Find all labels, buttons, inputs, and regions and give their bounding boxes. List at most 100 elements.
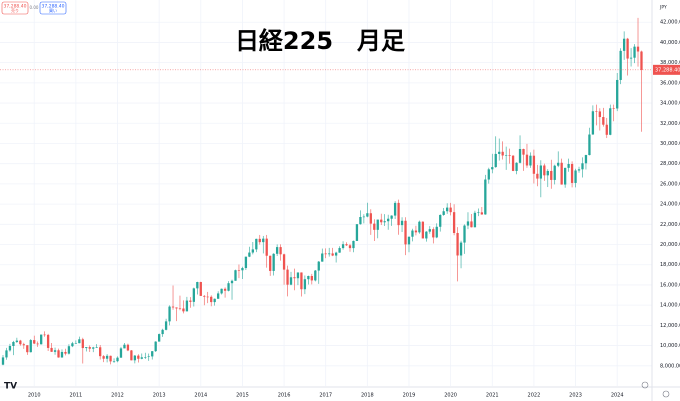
candle-body <box>602 117 605 125</box>
candle-body <box>314 270 317 281</box>
x-tick-label: 2023 <box>569 393 582 399</box>
candle-body <box>557 162 560 166</box>
candle-body <box>216 293 220 299</box>
candle-body <box>418 221 421 233</box>
scroll-button[interactable] <box>641 381 649 389</box>
candle-body <box>109 355 112 362</box>
candle-body <box>1 357 5 365</box>
logo: TV <box>4 382 17 392</box>
candle-body <box>33 340 36 344</box>
candle-body <box>466 221 470 226</box>
candle-body <box>210 296 213 303</box>
grid <box>0 0 652 386</box>
y-tick-label: 26,000.00 <box>660 181 680 187</box>
candle-body <box>487 169 490 180</box>
candle-body <box>60 351 64 358</box>
trade-widget: 37,288.40 売り 0.00 37,288.40 買い <box>1 1 67 15</box>
candle-body <box>338 248 341 253</box>
candle-body <box>185 300 189 312</box>
candle-body <box>380 219 383 223</box>
candle-body <box>248 252 251 257</box>
candle-body <box>515 162 518 171</box>
sell-button[interactable] <box>1 1 29 15</box>
candle-body <box>241 268 244 271</box>
candle-body <box>560 162 563 185</box>
candle-body <box>501 151 504 156</box>
chart-title: 日経225 月足 <box>235 27 405 55</box>
candle-body <box>289 277 293 285</box>
sell-price: 37,288.40 <box>4 4 27 10</box>
candle-body <box>203 295 206 297</box>
candle-body <box>116 357 119 362</box>
candle-body <box>171 306 175 308</box>
y-tick-label: 40,000.00 <box>660 40 680 46</box>
candle-body <box>78 339 81 344</box>
candle-body <box>300 272 303 290</box>
candle-body <box>400 220 404 226</box>
candle-body <box>220 288 223 294</box>
candle-body <box>421 221 425 239</box>
candle-body <box>57 350 60 358</box>
candle-body <box>407 236 411 245</box>
last-price-tag <box>653 64 680 75</box>
candle-body <box>130 350 133 361</box>
candle-body <box>505 155 508 156</box>
candle-body <box>303 279 307 290</box>
candle-body <box>345 244 348 246</box>
candle-body <box>612 108 615 109</box>
candle-body <box>144 356 147 358</box>
candle-body <box>265 238 268 256</box>
x-tick-label: 2014 <box>194 393 207 399</box>
candle-body <box>321 253 324 262</box>
candle-body <box>99 347 102 357</box>
candle-body <box>310 275 313 281</box>
candle-body <box>105 355 109 359</box>
candle-body <box>529 155 532 166</box>
candle-body <box>366 213 369 217</box>
buy-button[interactable] <box>39 1 67 15</box>
x-tick-label: 2010 <box>28 393 41 399</box>
candle-body <box>352 240 355 249</box>
candle-body <box>473 212 477 228</box>
candle-body <box>258 238 261 243</box>
x-tick-label: 2019 <box>403 393 416 399</box>
candle-body <box>296 272 300 279</box>
candle-body <box>411 230 414 237</box>
candle-body <box>498 151 501 154</box>
candle-body <box>577 169 581 171</box>
candle-body <box>373 223 376 230</box>
candle-body <box>414 230 418 233</box>
candle-body <box>619 50 622 80</box>
candle-body <box>196 282 199 289</box>
y-tick-label: 38,000.00 <box>660 60 680 66</box>
candle-body <box>151 351 154 357</box>
x-tick-label: 2016 <box>278 393 291 399</box>
candle-body <box>40 334 43 345</box>
candle-body <box>525 154 529 166</box>
candle-body <box>192 288 195 302</box>
candle-body <box>397 202 400 226</box>
candle-body <box>446 207 449 212</box>
candle-body <box>12 341 15 347</box>
candle-body <box>550 170 553 180</box>
candle-body <box>341 244 345 249</box>
candle-body <box>609 108 612 135</box>
y-tick-label: 28,000.00 <box>660 161 680 167</box>
candle-body <box>491 167 494 170</box>
x-tick-label: 2013 <box>153 393 166 399</box>
candle-body <box>137 355 140 359</box>
candle-body <box>46 334 50 348</box>
candle-body <box>452 212 456 233</box>
candle-body <box>463 225 466 243</box>
x-tick-label: 2024 <box>611 393 624 399</box>
candle-body <box>88 347 91 349</box>
plot <box>0 17 652 366</box>
candle-body <box>480 212 484 215</box>
settings-button[interactable] <box>662 390 670 398</box>
candle-body <box>293 277 296 279</box>
candle-body <box>591 111 595 135</box>
candle-body <box>359 216 362 225</box>
candle-body <box>511 155 515 171</box>
x-tick-label: 2012 <box>111 393 124 399</box>
